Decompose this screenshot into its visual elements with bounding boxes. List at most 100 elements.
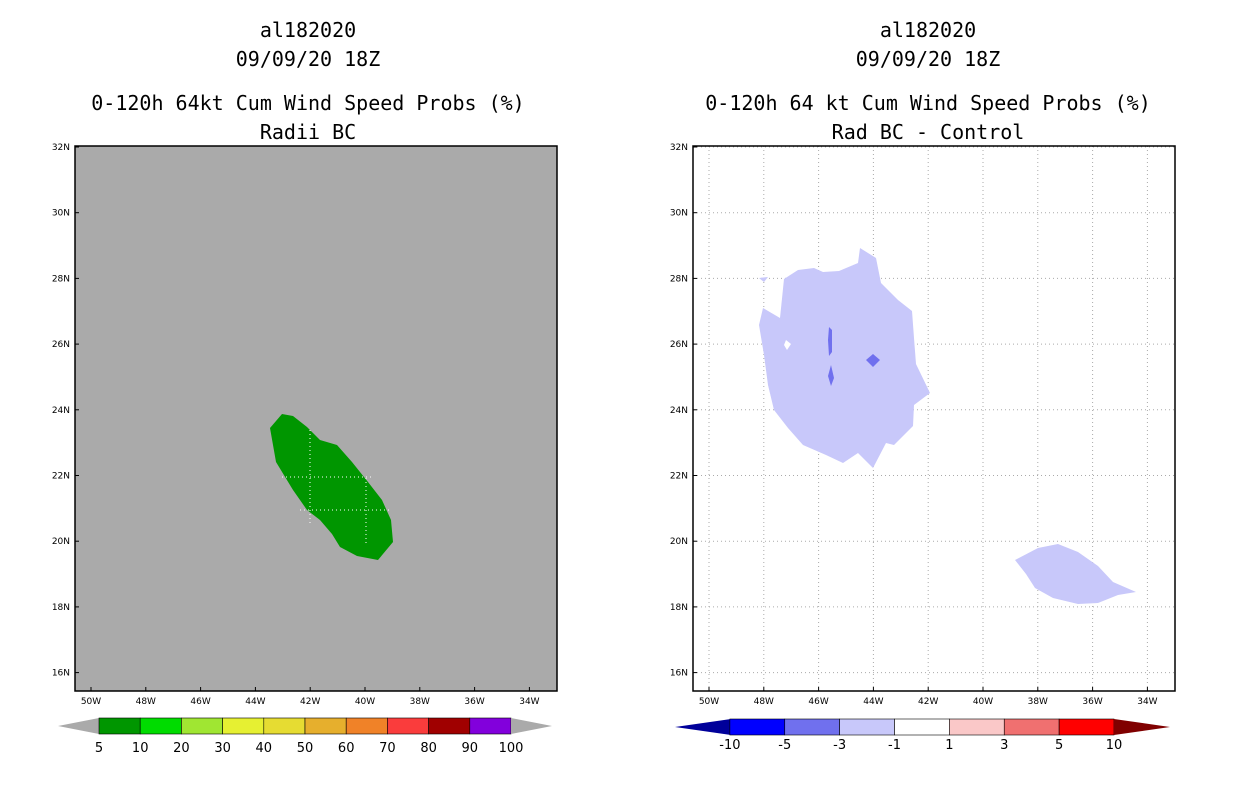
right-map-background xyxy=(693,146,1175,691)
left-product-title: 0-120h 64kt Cum Wind Speed Probs (%) xyxy=(91,91,525,115)
left-datetime: 09/09/20 18Z xyxy=(235,47,381,71)
left-map-background xyxy=(75,146,557,691)
lon-label: 44W xyxy=(863,697,883,707)
right-colorbar-cell xyxy=(894,718,950,736)
lon-label: 48W xyxy=(136,697,156,707)
right-colorbar-label: -5 xyxy=(778,738,791,753)
right-dark-patch-2 xyxy=(828,365,834,386)
left-storm-id: al182020 xyxy=(259,18,357,42)
lon-label: 40W xyxy=(355,697,375,707)
left-map: 32N 30N 28N 26N 24N 22N 20N 18N 16N 50W 48W 46W 44W… xyxy=(52,143,558,707)
right-colorbar-cell xyxy=(1003,718,1060,736)
right-lat-labels: 32N 30N 28N 26N 24N 22N 20N 18N 16N xyxy=(670,143,697,679)
lat-label: 26N xyxy=(52,340,70,350)
lat-label: 28N xyxy=(670,274,688,284)
right-colorbar-high-triangle xyxy=(1114,719,1170,735)
lon-label: 44W xyxy=(245,697,265,707)
right-datetime: 09/09/20 18Z xyxy=(855,47,1001,71)
lon-label: 36W xyxy=(464,697,484,707)
left-probability-region xyxy=(270,414,393,560)
lat-label: 22N xyxy=(670,472,688,482)
right-storm-id: al182020 xyxy=(879,18,977,42)
right-colorbar-label: 3 xyxy=(1000,738,1008,753)
right-dark-patch-1 xyxy=(828,327,832,356)
left-colorbar-cell xyxy=(181,717,223,735)
lon-label: 34W xyxy=(1137,697,1157,707)
left-colorbar-cell xyxy=(304,717,347,735)
lat-label: 30N xyxy=(52,209,70,219)
right-map: 32N 30N 28N 26N 24N 22N 20N 18N 16N 50W 48W 46W 44W… xyxy=(670,143,1176,707)
left-subtitle: Radii BC xyxy=(259,120,357,144)
left-colorbar-cell xyxy=(98,717,141,735)
lon-label: 36W xyxy=(1082,697,1102,707)
right-map-frame xyxy=(692,145,1176,692)
lat-label: 22N xyxy=(52,472,70,482)
lat-label: 24N xyxy=(52,406,70,416)
left-colorbar-cell xyxy=(469,717,512,735)
right-white-hole xyxy=(784,340,791,350)
left-colorbar-label: 10 xyxy=(132,741,149,756)
lat-label: 20N xyxy=(52,537,70,547)
right-product-title: 0-120h 64 kt Cum Wind Speed Probs (%) xyxy=(705,91,1151,115)
lat-label: 32N xyxy=(670,143,688,153)
right-colorbar-low-triangle xyxy=(675,719,731,735)
right-dark-patch-3 xyxy=(866,354,880,367)
right-colorbar-cell xyxy=(729,718,786,736)
left-colorbar-cell xyxy=(387,717,429,735)
left-colorbar-label: 30 xyxy=(214,741,231,756)
lat-label: 18N xyxy=(670,603,688,613)
lon-label: 42W xyxy=(918,697,938,707)
lat-label: 32N xyxy=(52,143,70,153)
lat-label: 24N xyxy=(670,406,688,416)
left-colorbar-cell xyxy=(263,717,306,735)
left-colorbar-label: 100 xyxy=(499,741,524,756)
lon-label: 46W xyxy=(808,697,828,707)
lon-label: 38W xyxy=(1028,697,1048,707)
right-colorbar-label: 5 xyxy=(1055,738,1063,753)
right-colorbar-label: 1 xyxy=(945,738,953,753)
left-colorbar-label: 50 xyxy=(297,741,314,756)
lat-label: 30N xyxy=(670,209,688,219)
left-lon-labels: 50W 48W 46W 44W 42W 40W 38W 36W 34W xyxy=(81,687,540,707)
left-colorbar-label: 20 xyxy=(173,741,190,756)
right-colorbar-cell xyxy=(839,718,895,736)
right-colorbar-cell xyxy=(949,718,1005,736)
right-subtitle: Rad BC - Control xyxy=(831,120,1025,144)
lat-label: 26N xyxy=(670,340,688,350)
right-lon-labels: 50W 48W 46W 44W 42W 40W 38W 36W 34W xyxy=(699,687,1158,707)
lon-label: 50W xyxy=(699,697,719,707)
lon-label: 50W xyxy=(81,697,101,707)
lat-label: 20N xyxy=(670,537,688,547)
left-colorbar: 5 10 20 30 40 50 60 70 80 90 100 xyxy=(58,717,552,756)
lat-label: 28N xyxy=(52,274,70,284)
lon-label: 34W xyxy=(519,697,539,707)
right-region-north-notch xyxy=(759,277,768,282)
lon-label: 46W xyxy=(190,697,210,707)
left-colorbar-low-triangle xyxy=(58,718,99,734)
right-colorbar: -10 -5 -3 -1 1 3 5 10 xyxy=(675,718,1170,753)
right-colorbar-label: 10 xyxy=(1106,738,1123,753)
left-colorbar-cell xyxy=(222,717,265,735)
right-colorbar-cell xyxy=(1058,718,1115,736)
left-lat-labels: 32N 30N 28N 26N 24N 22N 20N 18N 16N xyxy=(52,143,79,679)
left-colorbar-label: 5 xyxy=(95,741,103,756)
left-colorbar-label: 40 xyxy=(256,741,273,756)
right-region-south xyxy=(1015,544,1136,604)
lon-label: 48W xyxy=(754,697,774,707)
lon-label: 42W xyxy=(300,697,320,707)
left-colorbar-cell xyxy=(428,717,471,735)
right-colorbar-cell xyxy=(784,718,840,736)
lat-label: 16N xyxy=(52,669,70,679)
lat-label: 16N xyxy=(670,669,688,679)
left-colorbar-label: 90 xyxy=(462,741,479,756)
right-region-north xyxy=(759,248,930,468)
right-colorbar-label: -1 xyxy=(888,738,901,753)
left-colorbar-label: 70 xyxy=(379,741,396,756)
left-colorbar-label: 80 xyxy=(420,741,437,756)
left-colorbar-cell xyxy=(345,717,388,735)
left-grid xyxy=(282,430,390,545)
left-colorbar-cell xyxy=(139,717,182,735)
left-colorbar-high-triangle xyxy=(511,718,552,734)
lon-label: 40W xyxy=(973,697,993,707)
lon-label: 38W xyxy=(410,697,430,707)
